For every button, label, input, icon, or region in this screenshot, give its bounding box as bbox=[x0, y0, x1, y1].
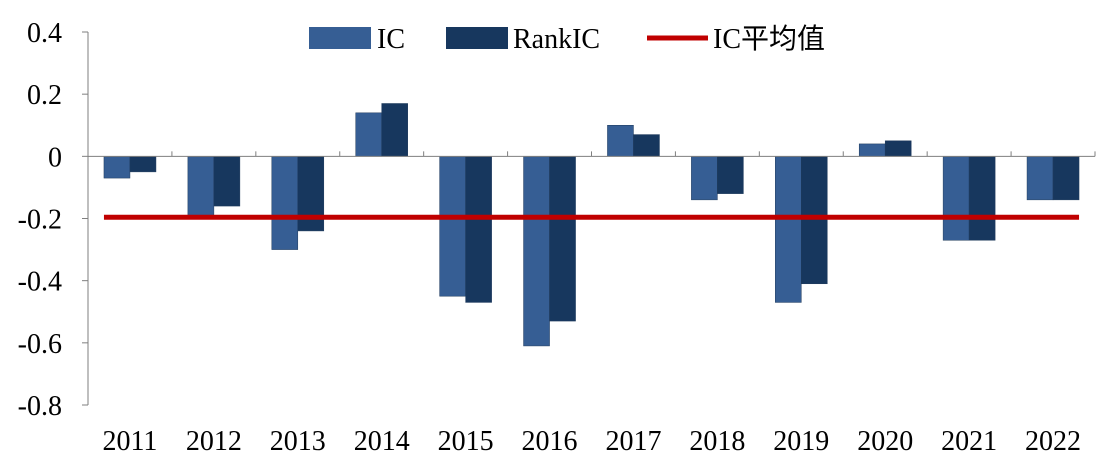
bar-rankic-2019 bbox=[801, 156, 828, 285]
bar-ic-2016 bbox=[523, 156, 550, 347]
x-tick-label-2021: 2021 bbox=[941, 426, 997, 457]
bar-rankic-2016 bbox=[549, 156, 576, 322]
bar-rankic-2021 bbox=[968, 156, 996, 241]
bar-rankic-2020 bbox=[884, 140, 912, 157]
bar-ic-2015 bbox=[439, 156, 466, 297]
x-axis-labels: 2011 2012 2013 2014 2015 2016 2017 2018 2019 2020… bbox=[102, 426, 1081, 457]
y-tick-label: -0.4 bbox=[18, 267, 62, 298]
bar-ic-2013 bbox=[271, 156, 299, 250]
bar-rankic-2012 bbox=[213, 156, 241, 207]
bar-ic-2019 bbox=[775, 156, 802, 303]
x-tick-label-2012: 2012 bbox=[186, 426, 242, 457]
x-tick-label-2022: 2022 bbox=[1025, 426, 1081, 457]
bar-rankic-2017 bbox=[633, 134, 660, 157]
y-tick-label: -0.8 bbox=[18, 391, 62, 422]
bar-rankic-2014 bbox=[381, 103, 408, 157]
x-tick-label-2020: 2020 bbox=[857, 426, 913, 457]
bar-rankic-2018 bbox=[717, 156, 744, 194]
x-tick-label-2015: 2015 bbox=[438, 426, 494, 457]
legend-label-rankic: RankIC bbox=[513, 24, 600, 55]
bars bbox=[103, 103, 1080, 347]
y-tick-label: -0.2 bbox=[18, 205, 62, 236]
y-tick-label: 0 bbox=[48, 142, 62, 173]
bar-ic-2018 bbox=[691, 156, 718, 201]
x-tick-label-2017: 2017 bbox=[605, 426, 661, 457]
bar-rankic-2015 bbox=[465, 156, 492, 303]
bar-ic-2011 bbox=[103, 156, 131, 179]
y-axis-ticks: 0.4 0.2 0 -0.2 -0.4 -0.6 -0.8 bbox=[18, 18, 88, 422]
y-tick-label: 0.2 bbox=[27, 80, 62, 111]
x-tick-label-2013: 2013 bbox=[270, 426, 326, 457]
legend: IC RankIC IC平均值 bbox=[309, 23, 825, 55]
x-tick-label-2016: 2016 bbox=[522, 426, 578, 457]
bar-ic-2017 bbox=[607, 125, 634, 157]
bar-ic-2020 bbox=[858, 143, 886, 157]
legend-label-ic: IC bbox=[377, 24, 405, 55]
y-tick-label: -0.6 bbox=[18, 329, 62, 360]
legend-swatch-rankic bbox=[446, 27, 508, 49]
bar-ic-2012 bbox=[187, 156, 215, 216]
x-tick-label-2014: 2014 bbox=[354, 426, 410, 457]
bar-ic-2014 bbox=[355, 112, 382, 157]
x-tick-label-2011: 2011 bbox=[102, 426, 157, 457]
axes bbox=[87, 32, 1096, 405]
bar-ic-2021 bbox=[942, 156, 970, 241]
x-tick-label-2019: 2019 bbox=[773, 426, 829, 457]
y-tick-label: 0.4 bbox=[27, 18, 62, 49]
bar-ic-2022 bbox=[1026, 156, 1054, 201]
legend-label-ic-average: IC平均值 bbox=[713, 23, 825, 55]
x-tick-label-2018: 2018 bbox=[689, 426, 745, 457]
bar-rankic-2022 bbox=[1052, 156, 1080, 201]
legend-swatch-ic bbox=[309, 27, 371, 49]
bar-rankic-2011 bbox=[129, 156, 157, 173]
